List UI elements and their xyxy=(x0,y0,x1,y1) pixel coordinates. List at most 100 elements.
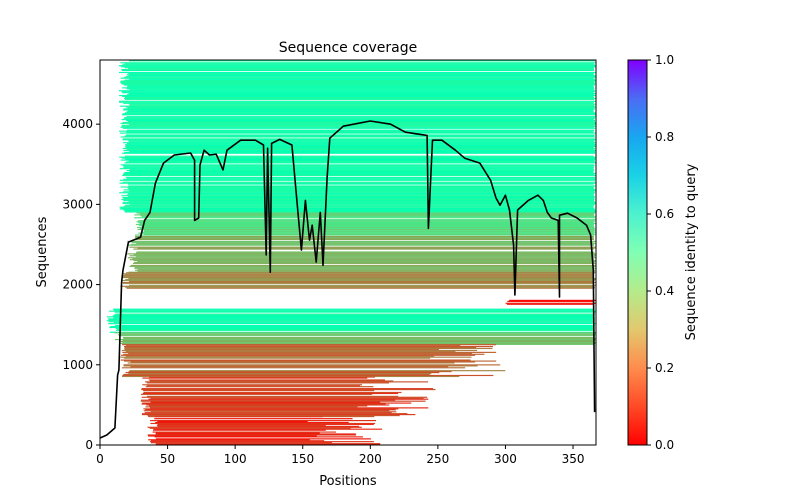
heatmap-row xyxy=(109,326,594,329)
heatmap-row xyxy=(120,354,476,356)
heatmap-row xyxy=(124,348,439,351)
heatmap-row xyxy=(128,371,452,373)
y-axis: 0 1000 2000 3000 4000 xyxy=(62,117,100,452)
heatmap-row xyxy=(128,278,596,280)
heatmap-row xyxy=(137,228,595,230)
heatmap-row xyxy=(128,193,594,195)
heatmap-row xyxy=(135,256,595,258)
y-tick-label: 1000 xyxy=(62,358,93,372)
heatmap-row xyxy=(141,403,386,405)
heatmap-row xyxy=(121,152,596,154)
heatmap-row xyxy=(155,432,320,434)
heatmap-row xyxy=(157,423,374,425)
x-tick-label: 250 xyxy=(426,452,449,466)
heatmap-row xyxy=(505,302,596,304)
heatmap-row xyxy=(142,402,412,404)
heatmap-row xyxy=(127,121,595,123)
heatmap-row xyxy=(150,420,376,422)
heatmap-row xyxy=(129,190,596,192)
heatmap-row xyxy=(134,269,596,271)
colorbar-tick-label: 0.4 xyxy=(655,284,674,298)
heatmap-row xyxy=(125,286,596,288)
heatmap-row xyxy=(155,433,356,435)
heatmap-row xyxy=(121,198,595,201)
heatmap-row xyxy=(120,164,595,166)
heatmap-row xyxy=(132,258,594,260)
heatmap-row xyxy=(127,257,596,259)
heatmap-row xyxy=(149,427,351,429)
heatmap-row xyxy=(113,317,595,319)
heatmap-row xyxy=(143,410,390,412)
heatmap-row xyxy=(122,337,595,339)
heatmap-row xyxy=(123,373,430,376)
colorbar-tick-label: 0.8 xyxy=(655,130,674,144)
heatmap-row xyxy=(142,216,596,218)
heatmap-row xyxy=(141,396,428,398)
heatmap-row xyxy=(139,213,595,215)
heatmap-row xyxy=(119,105,595,107)
heatmap-row xyxy=(139,223,596,225)
heatmap-row xyxy=(129,169,595,171)
heatmap-row xyxy=(119,101,594,103)
heatmap-row xyxy=(108,323,596,325)
colorbar-tick-label: 0.0 xyxy=(655,438,674,452)
heatmap-row xyxy=(139,227,596,229)
heatmap-row xyxy=(126,131,594,133)
heatmap-row xyxy=(152,431,337,433)
heatmap-row xyxy=(106,320,595,322)
heatmap-row xyxy=(146,404,390,406)
heatmap-row xyxy=(129,265,596,267)
heatmap-row xyxy=(128,160,595,162)
heatmap-row xyxy=(129,150,595,152)
heatmap-row xyxy=(155,421,349,424)
heatmap-row xyxy=(138,220,595,222)
y-tick-label: 0 xyxy=(85,438,93,452)
heatmap-row xyxy=(124,117,595,119)
colorbar-tick-label: 0.6 xyxy=(655,207,674,221)
heatmap-row xyxy=(150,422,376,425)
heatmap-row xyxy=(119,168,594,170)
heatmap-row xyxy=(122,92,594,94)
heatmap-row xyxy=(133,260,596,262)
heatmap-row xyxy=(125,355,435,357)
heatmap-row xyxy=(119,182,596,184)
heatmap-row xyxy=(126,148,595,151)
heatmap-row xyxy=(124,274,594,276)
heatmap-row xyxy=(129,255,596,257)
heatmap-row xyxy=(141,389,436,391)
heatmap-layer xyxy=(106,60,596,445)
x-tick-label: 150 xyxy=(291,452,314,466)
heatmap-row xyxy=(141,225,595,228)
heatmap-row xyxy=(128,141,594,143)
heatmap-row xyxy=(124,151,596,153)
heatmap-row xyxy=(124,347,493,350)
heatmap-row xyxy=(126,75,596,77)
heatmap-row xyxy=(147,426,362,428)
coverage-line-layer xyxy=(100,120,596,439)
heatmap-row xyxy=(128,352,472,354)
heatmap-row xyxy=(127,73,594,75)
heatmap-row xyxy=(121,157,595,159)
heatmap-row xyxy=(138,232,594,234)
heatmap-row xyxy=(126,287,595,289)
heatmap-row xyxy=(149,376,375,378)
heatmap-row xyxy=(120,62,596,64)
heatmap-row xyxy=(150,411,397,413)
heatmap-row xyxy=(123,149,596,151)
heatmap-row xyxy=(126,111,594,113)
heatmap-row xyxy=(121,195,594,197)
heatmap-row xyxy=(123,357,431,359)
heatmap-row xyxy=(120,342,596,344)
heatmap-row xyxy=(114,332,596,334)
heatmap-row xyxy=(125,146,594,149)
heatmap-row xyxy=(122,147,596,150)
heatmap-row xyxy=(120,333,596,335)
heatmap-row xyxy=(137,226,595,228)
heatmap-row xyxy=(120,136,595,138)
heatmap-row xyxy=(142,384,362,386)
y-axis-label: Sequences xyxy=(35,216,50,287)
heatmap-row xyxy=(128,188,595,190)
heatmap-row xyxy=(133,248,594,250)
heatmap-row xyxy=(137,268,594,270)
